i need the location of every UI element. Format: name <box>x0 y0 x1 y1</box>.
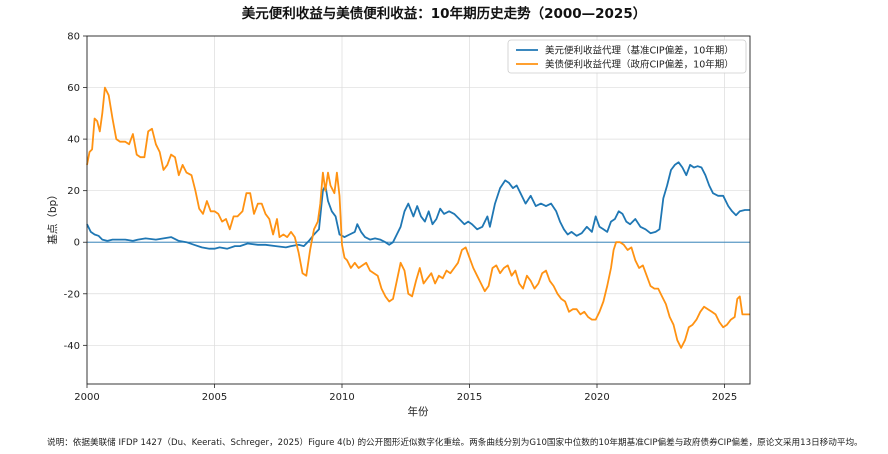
legend-box <box>507 39 747 74</box>
y-axis-label: 基点（bp） <box>46 189 59 244</box>
legend: 美元便利收益代理（基准CIP偏差，10年期） 美债便利收益代理（政府CIP偏差，1… <box>507 39 747 74</box>
chart: 美元便利收益与美债便利收益：10年期历史走势（2000—2025） 2000 20… <box>46 5 751 418</box>
y-tick-label: -20 <box>64 289 80 300</box>
x-tick-label: 2025 <box>712 392 737 403</box>
x-tick-label: 2015 <box>457 392 482 403</box>
y-tick-label: 40 <box>67 135 80 146</box>
series-line-2 <box>86 86 750 349</box>
series-layer <box>86 86 750 349</box>
plot-frame <box>86 35 751 385</box>
legend-label-1: 美元便利收益代理（基准CIP偏差，10年期） <box>545 45 734 57</box>
y-tick-label: -40 <box>64 341 80 352</box>
x-tick-label: 2020 <box>584 392 609 403</box>
legend-label-2: 美债便利收益代理（政府CIP偏差，10年期） <box>545 59 734 71</box>
chart-caption: 说明：依据美联储 IFDP 1427（Du、Keerati、Schreger，2… <box>47 438 863 448</box>
y-tick-label: 0 <box>74 238 80 249</box>
y-tick-label: 80 <box>67 32 80 43</box>
y-tick-label: 60 <box>67 83 80 94</box>
x-axis-label: 年份 <box>408 405 429 418</box>
y-ticks: -40 -20 0 20 40 60 80 <box>64 32 87 352</box>
x-tick-label: 2010 <box>329 392 354 403</box>
y-tick-label: 20 <box>67 186 80 197</box>
x-tick-label: 2005 <box>202 392 227 403</box>
series-line-1 <box>86 161 750 250</box>
x-tick-label: 2000 <box>74 392 99 403</box>
chart-title: 美元便利收益与美债便利收益：10年期历史走势（2000—2025） <box>242 5 646 22</box>
x-ticks: 2000 2005 2010 2015 2020 2025 <box>74 384 737 403</box>
